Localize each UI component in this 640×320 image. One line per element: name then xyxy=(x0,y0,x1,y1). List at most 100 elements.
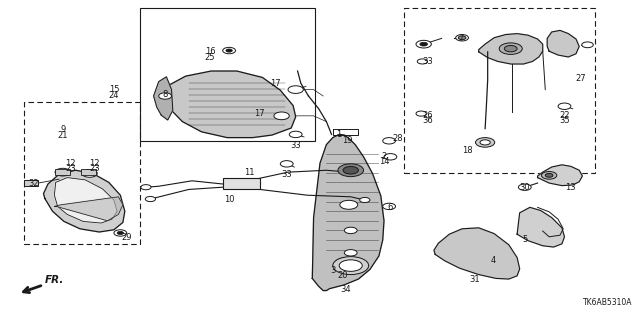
Circle shape xyxy=(545,173,553,177)
Polygon shape xyxy=(479,34,543,64)
Circle shape xyxy=(117,231,124,235)
Polygon shape xyxy=(54,178,117,223)
Text: 24: 24 xyxy=(109,91,119,100)
Circle shape xyxy=(339,260,362,271)
Polygon shape xyxy=(538,165,582,186)
Circle shape xyxy=(159,93,172,99)
Circle shape xyxy=(340,200,358,209)
Text: 10: 10 xyxy=(224,196,234,204)
Text: 20: 20 xyxy=(337,271,348,280)
Circle shape xyxy=(384,154,397,160)
Text: 5: 5 xyxy=(522,236,527,244)
Circle shape xyxy=(114,230,127,236)
Text: 34: 34 xyxy=(340,285,351,294)
Circle shape xyxy=(82,170,97,177)
Circle shape xyxy=(338,164,364,177)
Bar xyxy=(140,8,315,141)
Text: 1: 1 xyxy=(337,130,342,139)
Text: 29: 29 xyxy=(122,233,132,242)
Circle shape xyxy=(344,170,354,175)
Text: 17: 17 xyxy=(254,109,264,118)
Text: 9: 9 xyxy=(60,125,65,134)
Text: 33: 33 xyxy=(291,141,301,150)
Circle shape xyxy=(416,111,426,116)
Text: 31: 31 xyxy=(470,275,480,284)
Circle shape xyxy=(344,227,357,234)
Circle shape xyxy=(141,185,151,190)
Circle shape xyxy=(288,86,303,93)
Polygon shape xyxy=(154,77,173,120)
Circle shape xyxy=(226,49,232,52)
Text: 13: 13 xyxy=(566,183,576,192)
Circle shape xyxy=(499,43,522,54)
Text: 23: 23 xyxy=(90,164,100,173)
Circle shape xyxy=(289,131,302,138)
Bar xyxy=(24,180,38,186)
Polygon shape xyxy=(54,197,123,221)
Text: 14: 14 xyxy=(379,157,389,166)
Circle shape xyxy=(145,196,156,202)
Text: 16: 16 xyxy=(205,47,215,56)
Text: 22: 22 xyxy=(559,111,570,120)
Text: 17: 17 xyxy=(270,79,280,88)
Circle shape xyxy=(360,197,370,203)
Text: 6: 6 xyxy=(388,204,393,212)
Text: 11: 11 xyxy=(244,168,255,177)
Circle shape xyxy=(518,184,531,190)
Polygon shape xyxy=(44,170,125,232)
Text: TK6AB5310A: TK6AB5310A xyxy=(583,298,632,307)
Circle shape xyxy=(480,140,490,145)
Circle shape xyxy=(383,203,396,210)
Circle shape xyxy=(420,42,428,46)
Text: 18: 18 xyxy=(462,146,472,155)
Circle shape xyxy=(417,59,428,64)
Text: 32: 32 xyxy=(28,179,38,188)
Text: 25: 25 xyxy=(205,53,215,62)
Text: 19: 19 xyxy=(342,136,353,145)
Text: 8: 8 xyxy=(163,90,168,99)
Text: 15: 15 xyxy=(109,85,119,94)
Text: 33: 33 xyxy=(422,57,433,66)
Text: 35: 35 xyxy=(559,116,570,125)
Circle shape xyxy=(333,257,369,275)
Circle shape xyxy=(476,138,495,147)
Text: 27: 27 xyxy=(576,74,586,83)
Text: 30: 30 xyxy=(520,183,530,192)
Bar xyxy=(24,102,140,244)
Text: 4: 4 xyxy=(490,256,495,265)
Polygon shape xyxy=(517,207,564,247)
Circle shape xyxy=(344,250,357,256)
Circle shape xyxy=(456,35,468,41)
Polygon shape xyxy=(434,228,520,279)
Bar xyxy=(55,169,70,175)
Polygon shape xyxy=(161,71,296,138)
Polygon shape xyxy=(547,30,579,57)
Text: 7: 7 xyxy=(458,34,463,43)
Polygon shape xyxy=(312,134,384,291)
Circle shape xyxy=(558,103,571,109)
Text: 36: 36 xyxy=(422,116,433,125)
Text: 21: 21 xyxy=(58,131,68,140)
Circle shape xyxy=(280,161,293,167)
Circle shape xyxy=(343,166,358,174)
Circle shape xyxy=(582,42,593,48)
Text: 12: 12 xyxy=(90,159,100,168)
Text: 26: 26 xyxy=(422,111,433,120)
Circle shape xyxy=(383,138,396,144)
Circle shape xyxy=(55,168,70,176)
Text: 23: 23 xyxy=(65,164,76,173)
Circle shape xyxy=(416,40,431,48)
Text: 33: 33 xyxy=(282,170,292,179)
Text: FR.: FR. xyxy=(45,276,64,285)
Bar xyxy=(223,178,260,189)
Circle shape xyxy=(223,47,236,54)
Circle shape xyxy=(274,112,289,120)
Bar xyxy=(81,169,96,175)
Circle shape xyxy=(541,172,557,179)
Text: 12: 12 xyxy=(65,159,76,168)
Text: 3: 3 xyxy=(330,266,335,275)
Circle shape xyxy=(504,45,517,52)
Circle shape xyxy=(458,36,466,40)
Text: 2: 2 xyxy=(381,152,387,161)
Text: 28: 28 xyxy=(393,134,403,143)
